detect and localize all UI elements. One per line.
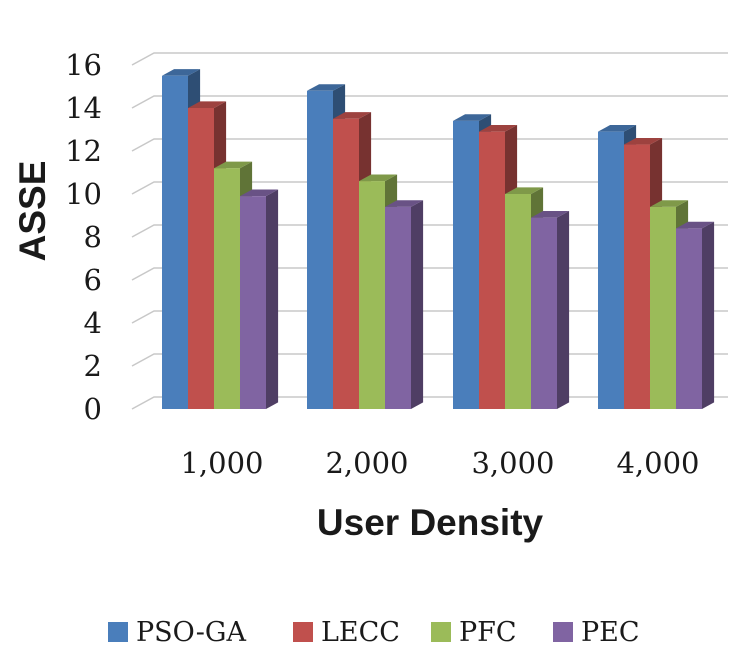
y-tick-label: 14 [65,91,102,125]
gridlines [131,52,728,410]
gridline [131,52,728,66]
x-tick-label: 3,000 [471,446,554,480]
y-tick-label: 16 [65,48,102,82]
legend-swatch [108,622,128,642]
legend-item: LECC [293,617,400,648]
legend-item: PFC [431,617,517,648]
legend-item: PEC [553,617,640,648]
gridline [131,181,728,195]
legend: PSO-GA LECC PFC PEC [108,617,640,648]
bar-pec-1 [240,189,279,409]
legend-label: PEC [581,617,640,648]
bars [162,69,715,410]
bar-pec-3 [531,211,570,409]
legend-label: PFC [459,617,517,648]
legend-label: PSO-GA [136,617,246,648]
legend-swatch [293,622,313,642]
y-axis-title: ASSE [12,161,53,262]
x-tick-label: 1,000 [180,446,263,480]
y-tick-label: 10 [65,177,102,211]
y-tick-label: 2 [84,349,102,383]
legend-label: LECC [321,617,400,648]
bar-pec-4 [676,221,715,409]
y-tick-label: 8 [84,220,102,254]
y-tick-label: 4 [84,306,102,340]
x-axis-ticks: 1,000 2,000 3,000 4,000 [180,446,699,480]
y-axis-ticks: 0 2 4 6 8 10 12 14 16 [65,48,102,426]
y-tick-label: 6 [84,263,102,297]
y-tick-label: 0 [84,392,102,426]
x-tick-label: 4,000 [616,446,699,480]
x-axis-title: User Density [317,502,544,543]
bar-pec-2 [385,200,424,409]
legend-swatch [553,622,573,642]
y-tick-label: 12 [65,134,102,168]
gridline [131,138,728,152]
gridline [131,95,728,109]
legend-swatch [431,622,451,642]
legend-item: PSO-GA [108,617,246,648]
x-tick-label: 2,000 [325,446,408,480]
